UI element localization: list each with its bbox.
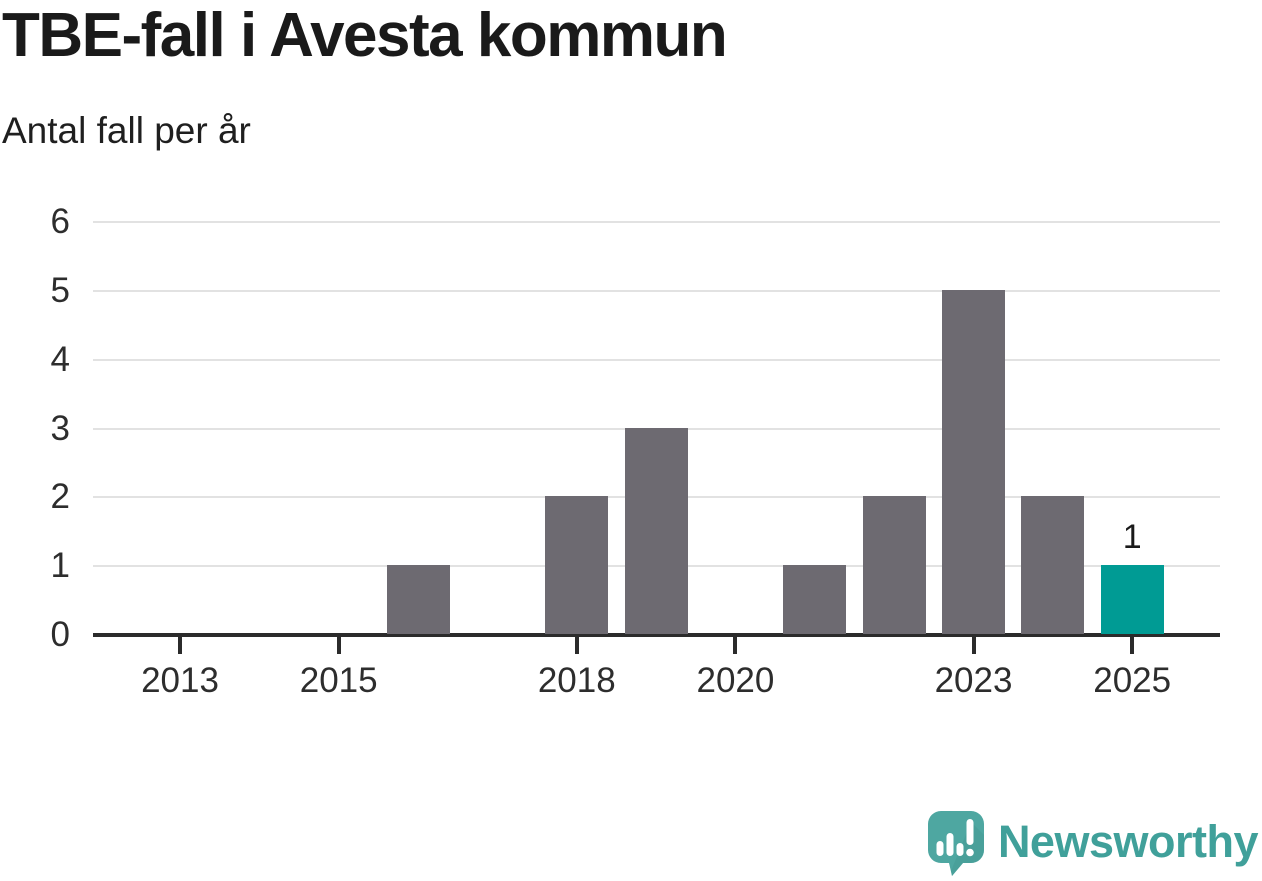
gridline-5: [93, 289, 1220, 292]
y-axis-label-6: 6: [50, 202, 70, 241]
chart-subtitle: Antal fall per år: [2, 110, 251, 151]
newsworthy-logo-link[interactable]: Newsworthy: [924, 807, 1259, 877]
x-axis-tick-2015: [336, 637, 341, 654]
x-axis-tick-2023: [971, 637, 976, 654]
x-axis-label-2013: 2013: [141, 661, 219, 700]
x-axis-label-2025: 2025: [1093, 661, 1172, 700]
bar-2022: [862, 496, 926, 634]
x-axis-line: [93, 633, 1220, 637]
y-axis-label-1: 1: [50, 546, 70, 586]
x-axis-label-2020: 2020: [696, 661, 775, 700]
newsworthy-wordmark: Newsworthy: [997, 816, 1259, 867]
bar-2018: [545, 496, 609, 634]
bar-value-label-2025: 1: [1122, 518, 1142, 557]
x-axis-label-2018: 2018: [537, 661, 616, 700]
x-axis-label-2015: 2015: [299, 661, 378, 700]
newsworthy-logo-icon: [924, 808, 988, 876]
y-axis-label-5: 5: [50, 270, 70, 310]
gridline-6: [93, 221, 1220, 223]
bar-2023: [942, 289, 1005, 634]
y-axis-label-4: 4: [50, 339, 70, 379]
y-axis-label-2: 2: [50, 477, 70, 517]
page-title: TBE-fall i Avesta kommun: [2, 1, 728, 70]
x-axis-tick-2013: [178, 637, 182, 654]
bar-2016: [386, 565, 450, 634]
x-axis-label-2023: 2023: [934, 661, 1013, 700]
bar-2025: [1100, 565, 1164, 634]
y-axis-label-3: 3: [50, 408, 70, 448]
y-axis-label-0: 0: [50, 615, 70, 654]
x-axis-tick-2020: [733, 637, 738, 654]
bar-2019: [624, 427, 688, 634]
bar-2021: [783, 565, 847, 634]
bar-2024: [1021, 496, 1085, 634]
x-axis-tick-2018: [574, 637, 579, 654]
x-axis-tick-2025: [1130, 637, 1135, 654]
gridline-4: [93, 358, 1220, 361]
